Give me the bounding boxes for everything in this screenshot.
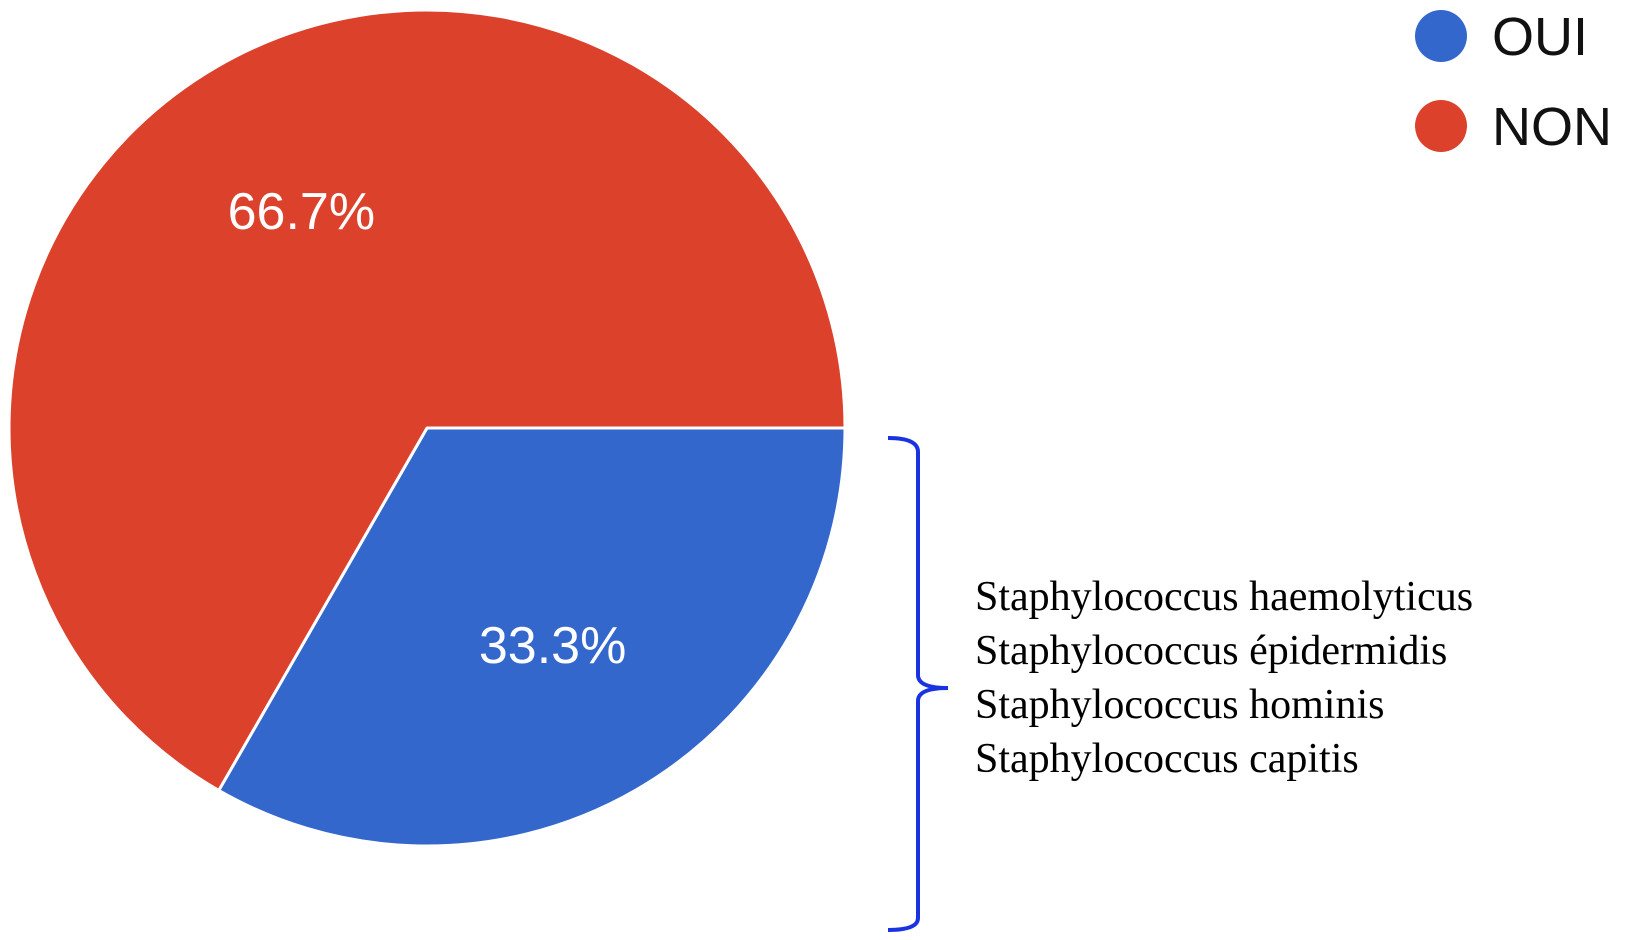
annotation-text: Staphylococcus haemolyticus Staphylococc… — [975, 574, 1473, 782]
slice-value-label-oui: 33.3% — [479, 617, 626, 675]
pie-slice-oui — [217, 426, 847, 848]
legend-label-non: NON — [1492, 97, 1612, 157]
annotation-line: Staphylococcus hominis — [975, 682, 1384, 728]
annotation-bracket — [887, 436, 949, 932]
legend-label-oui: OUI — [1492, 7, 1588, 67]
legend-swatch-oui — [1415, 10, 1467, 62]
annotation-line: Staphylococcus épidermidis — [975, 628, 1447, 674]
legend: OUI NON — [1415, 7, 1612, 157]
pie-slice-labels: 33.3% 66.7% — [228, 183, 627, 675]
pie-slice-non — [7, 8, 847, 792]
annotation-line: Staphylococcus haemolyticus — [975, 574, 1473, 620]
pie-slices — [7, 8, 847, 848]
slice-value-label-non: 66.7% — [228, 183, 375, 241]
annotation-line: Staphylococcus capitis — [975, 736, 1359, 782]
legend-swatch-non — [1415, 100, 1467, 152]
